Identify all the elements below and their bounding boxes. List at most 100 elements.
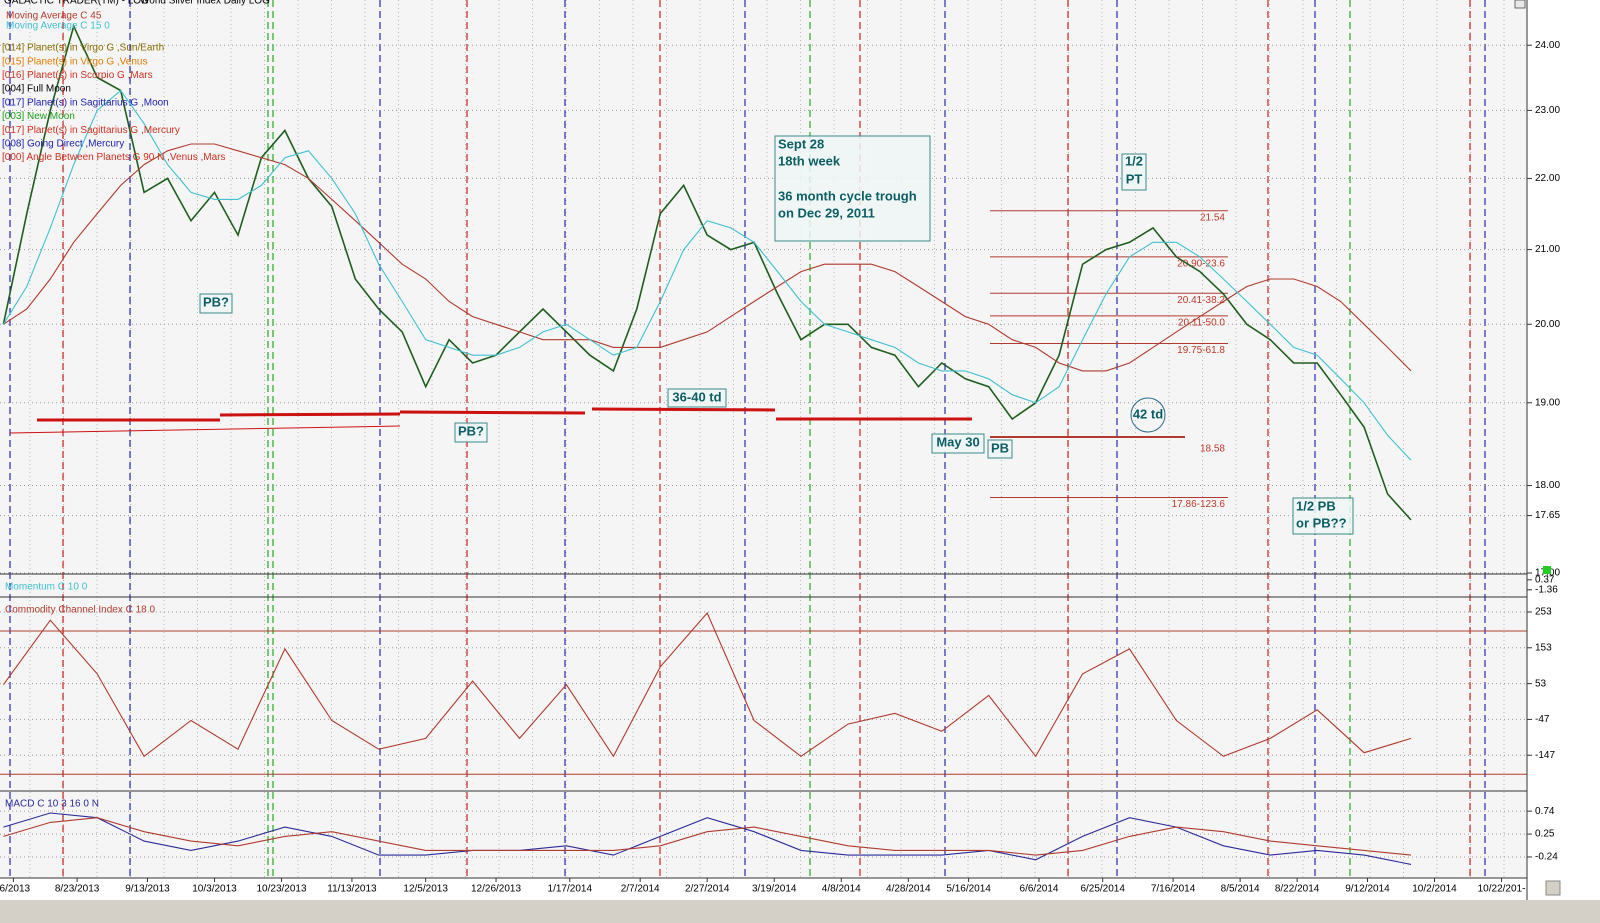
y-tick-label: 153	[1535, 642, 1552, 653]
panel-borders	[0, 0, 1528, 900]
corner-button[interactable]	[1545, 880, 1561, 896]
status-bar	[0, 900, 1600, 923]
y-tick-label: 253	[1535, 607, 1552, 618]
x-tick-label: 1/17/2014	[548, 884, 593, 895]
annotation-box	[454, 422, 488, 443]
series-line	[3, 143, 1412, 372]
y-tick-label: 18.00	[1535, 480, 1560, 491]
fib-label: 20.11-50.0	[1178, 318, 1226, 329]
support-line	[9, 425, 401, 434]
x-tick-label: /6/2013	[0, 884, 31, 895]
fib-label: 19.75-61.8	[1177, 345, 1225, 356]
series-line	[2, 89, 1412, 461]
event-legend-entry: [017] Planet(s) in Sagittarius G ,Moon	[2, 97, 169, 108]
support-line	[591, 407, 776, 412]
event-legend-entry: [015] Planet(s) in Virgo G ,Venus	[2, 56, 147, 67]
fib-label: 17.86-123.6	[1172, 499, 1226, 510]
support-line	[399, 410, 586, 415]
event-legend-entry: [003] New Moon	[2, 111, 75, 122]
plot-background	[0, 0, 1527, 878]
fib-label: 20.41-38.2	[1177, 295, 1225, 306]
annotation-text: 36 month cycle trough	[778, 188, 917, 203]
annotation-text: or PB??	[1296, 515, 1347, 530]
annotation-text: May 30	[936, 434, 979, 449]
y-tick-label: 17.65	[1535, 510, 1560, 521]
y-tick-label: -147	[1535, 750, 1555, 761]
panel-title: MACD C 10 3 16 0 N	[5, 799, 99, 810]
y-tick-label: 22.00	[1535, 173, 1560, 184]
support-line	[219, 412, 401, 417]
x-tick-label: 4/8/2014	[822, 884, 861, 895]
fib-label: 18.58	[1200, 444, 1225, 455]
y-tick-label: -47	[1535, 714, 1550, 725]
series-line	[3, 817, 1412, 856]
x-tick-label: 8/22/2014	[1275, 884, 1320, 895]
x-tick-label: 10/2/2014	[1412, 884, 1457, 895]
annotation-text: 36-40 td	[672, 389, 721, 404]
event-legend-entry: [008] Going Direct ,Mercury	[2, 139, 124, 150]
support-lines	[9, 407, 972, 434]
annotation-text: on Dec 29, 2011	[778, 205, 875, 220]
annotation-text: PT	[1126, 171, 1143, 186]
y-tick-label: 53	[1535, 678, 1547, 689]
event-legend-entry: [017] Planet(s) in Sagittarius G ,Mercur…	[2, 125, 180, 136]
x-tick-label: 10/3/2013	[192, 884, 237, 895]
annotation-text: 42 td	[1133, 406, 1163, 421]
annotation-box	[1292, 497, 1354, 535]
panel-title: Momentum C 10 0	[5, 582, 88, 593]
y-tick-label: 0.25	[1535, 829, 1555, 840]
annotation-box	[667, 388, 727, 408]
y-tick-label: 0.74	[1535, 806, 1555, 817]
y-tick-label: 24.00	[1535, 40, 1560, 51]
legend-entry: Moving Average C 15 0	[6, 21, 110, 32]
x-tick-label: 12/5/2013	[403, 884, 448, 895]
annotation-text: 1/2 PB	[1296, 498, 1336, 513]
fib-label: 21.54	[1200, 212, 1225, 223]
scroll-button[interactable]	[1514, 0, 1526, 9]
x-tick-label: 5/16/2014	[946, 884, 991, 895]
annotation-text: 1/2	[1125, 153, 1143, 168]
annotation-text: PB?	[203, 294, 229, 309]
annotation-box	[774, 135, 931, 242]
y-tick-label: -1.36	[1535, 584, 1558, 595]
y-tick-label: 19.00	[1535, 397, 1560, 408]
annotation-text: Sept 28	[778, 136, 824, 151]
panel-title: GALACTIC TRADER(TM) - LOG	[4, 0, 149, 7]
event-legend-entry: [016] Planet(s) in Scorpio G ,Mars	[2, 70, 153, 81]
x-tick-label: 10/23/2013	[257, 884, 307, 895]
panel-subtitle: World Silver Index Daily LOG	[140, 0, 270, 7]
annotation-box	[199, 293, 233, 314]
series-line	[2, 611, 1412, 758]
x-tick-label: 9/13/2013	[125, 884, 170, 895]
event-legend-entry: [014] Planet(s) in Virgo G ,Sun/Earth	[2, 43, 164, 54]
annotation-text: PB?	[458, 423, 484, 438]
x-tick-label: 2/7/2014	[621, 884, 660, 895]
plot-layer: 24.00 23.00 22.00 21.00 20.00 19.00 18.00 17.65…	[0, 0, 1560, 895]
fib-label: 20.90-23.6	[1177, 259, 1225, 270]
event-legend-entry: [004] Full Moon	[2, 84, 71, 95]
x-tick-label: 2/27/2014	[685, 884, 730, 895]
annotation-text: PB	[991, 440, 1009, 455]
x-tick-label: 10/22/201-	[1478, 884, 1526, 895]
series-line	[2, 23, 1412, 521]
annotation-box	[1121, 153, 1147, 191]
annotation-box	[987, 439, 1013, 459]
x-tick-label: 9/12/2014	[1345, 884, 1390, 895]
y-tick-label: -0.24	[1535, 852, 1558, 863]
x-tick-label: 8/5/2014	[1221, 884, 1260, 895]
y-tick-label: 20.00	[1535, 319, 1560, 330]
y-tick-label: 21.00	[1535, 244, 1560, 255]
annotation-text: 18th week	[778, 153, 841, 168]
x-tick-label: 7/16/2014	[1151, 884, 1196, 895]
y-tick-label: 23.00	[1535, 105, 1560, 116]
x-tick-label: 8/23/2013	[55, 884, 100, 895]
y-tick-label: 0.37	[1535, 574, 1555, 585]
x-tick-label: 3/19/2014	[752, 884, 797, 895]
x-tick-label: 6/6/2014	[1020, 884, 1059, 895]
x-tick-label: 11/13/2013	[327, 884, 377, 895]
marker-square	[1543, 566, 1551, 574]
x-tick-label: 12/26/2013	[471, 884, 521, 895]
panel-title: Commodity Channel Index C 18 0	[5, 605, 156, 616]
